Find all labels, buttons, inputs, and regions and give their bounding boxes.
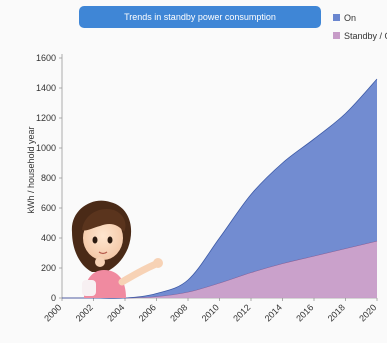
- x-tick-label: 2014: [263, 302, 284, 323]
- y-tick-label: 600: [41, 203, 56, 213]
- series-area-standby-off: [62, 241, 377, 299]
- x-tick-label: 2018: [326, 302, 347, 323]
- girl-pointing-hand: [153, 258, 163, 268]
- legend: On Standby / Off: [333, 13, 387, 41]
- y-axis-label: kWh / household year: [26, 126, 36, 213]
- x-tick-label: 2012: [231, 302, 252, 323]
- x-tick-label: 2010: [200, 302, 221, 323]
- x-tick-label: 2006: [137, 302, 158, 323]
- y-tick-label: 400: [41, 233, 56, 243]
- legend-label: On: [344, 13, 356, 23]
- girl-arm: [118, 260, 160, 286]
- y-tick-label: 1600: [36, 53, 56, 63]
- girl-eye-right: [107, 236, 113, 244]
- x-tick-label: 2002: [74, 302, 95, 323]
- x-tick-label: 2004: [105, 302, 126, 323]
- y-tick-label: 200: [41, 263, 56, 273]
- x-axis: 2000 2002 2004 2006 2008 2010 2012 2014 2016 2018…: [42, 297, 378, 324]
- legend-label: Standby / Off: [344, 31, 387, 41]
- series-area-on: [62, 79, 377, 299]
- series-line-on: [61, 78, 378, 299]
- legend-swatch: [333, 32, 340, 39]
- girl-mouth: [98, 251, 108, 255]
- x-tick-label: 2000: [42, 302, 63, 323]
- y-tick-label: 800: [41, 173, 56, 183]
- y-tick-label: 1000: [36, 143, 56, 153]
- legend-swatch: [333, 14, 340, 21]
- x-tick-label: 2016: [294, 302, 315, 323]
- girl-sleeve: [82, 280, 96, 296]
- chart-title-bar: [79, 6, 321, 28]
- plot-area: [61, 78, 378, 299]
- girl-eye-left: [92, 236, 98, 244]
- x-tick-label: 2020: [357, 302, 378, 323]
- cartoon-girl-illustration: [71, 200, 163, 298]
- girl-hand-chin: [95, 257, 105, 267]
- y-tick-label: 0: [51, 293, 56, 303]
- girl-bangs: [82, 208, 126, 232]
- x-tick-label: 2008: [168, 302, 189, 323]
- y-tick-label: 1200: [36, 113, 56, 123]
- y-tick-label: 1400: [36, 83, 56, 93]
- chart-title: Trends in standby power consumption: [124, 12, 276, 22]
- y-axis: 0 200 400 600 800 1000 1200 1400 1600: [36, 53, 63, 303]
